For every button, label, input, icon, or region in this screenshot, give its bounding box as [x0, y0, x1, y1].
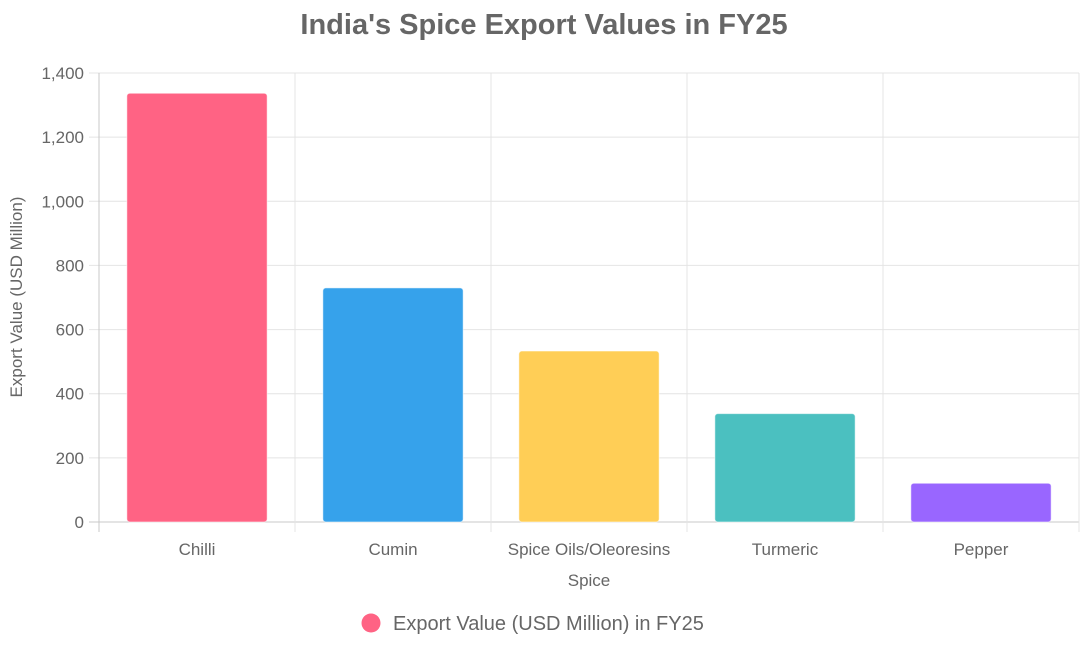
legend-swatch — [361, 613, 381, 633]
x-tick-label: Chilli — [179, 540, 216, 559]
bar-pepper[interactable] — [910, 482, 1052, 523]
y-tick-label: 800 — [56, 256, 84, 275]
chart-title: India's Spice Export Values in FY25 — [300, 9, 787, 41]
y-tick-label: 400 — [56, 385, 84, 404]
x-tick-label: Cumin — [368, 540, 417, 559]
y-tick-label: 200 — [56, 449, 84, 468]
y-tick-label: 1,200 — [41, 128, 84, 147]
y-axis-title: Export Value (USD Million) — [7, 197, 26, 398]
x-axis-ticks: Chilli Cumin Spice Oils/Oleoresins Turmeric… — [179, 540, 1009, 559]
bar-chilli[interactable] — [126, 92, 268, 523]
y-tick-label: 1,000 — [41, 192, 84, 211]
bar-cumin[interactable] — [322, 287, 464, 523]
legend-label: Export Value (USD Million) in FY25 — [393, 613, 704, 635]
y-tick-label: 0 — [75, 513, 84, 532]
y-tick-label: 600 — [56, 321, 84, 340]
bars — [126, 92, 1052, 523]
x-axis-title: Spice — [568, 571, 611, 590]
bar-turmeric[interactable] — [714, 413, 856, 523]
x-tick-label: Spice Oils/Oleoresins — [508, 540, 671, 559]
y-axis-ticks: 0 200 400 600 800 1,000 1,200 1,400 — [41, 64, 84, 532]
legend[interactable]: Export Value (USD Million) in FY25 — [361, 613, 704, 635]
y-tick-label: 1,400 — [41, 64, 84, 83]
x-tick-label: Turmeric — [752, 540, 819, 559]
bar-spice-oils-oleoresins[interactable] — [518, 350, 660, 523]
x-tick-label: Pepper — [954, 540, 1009, 559]
